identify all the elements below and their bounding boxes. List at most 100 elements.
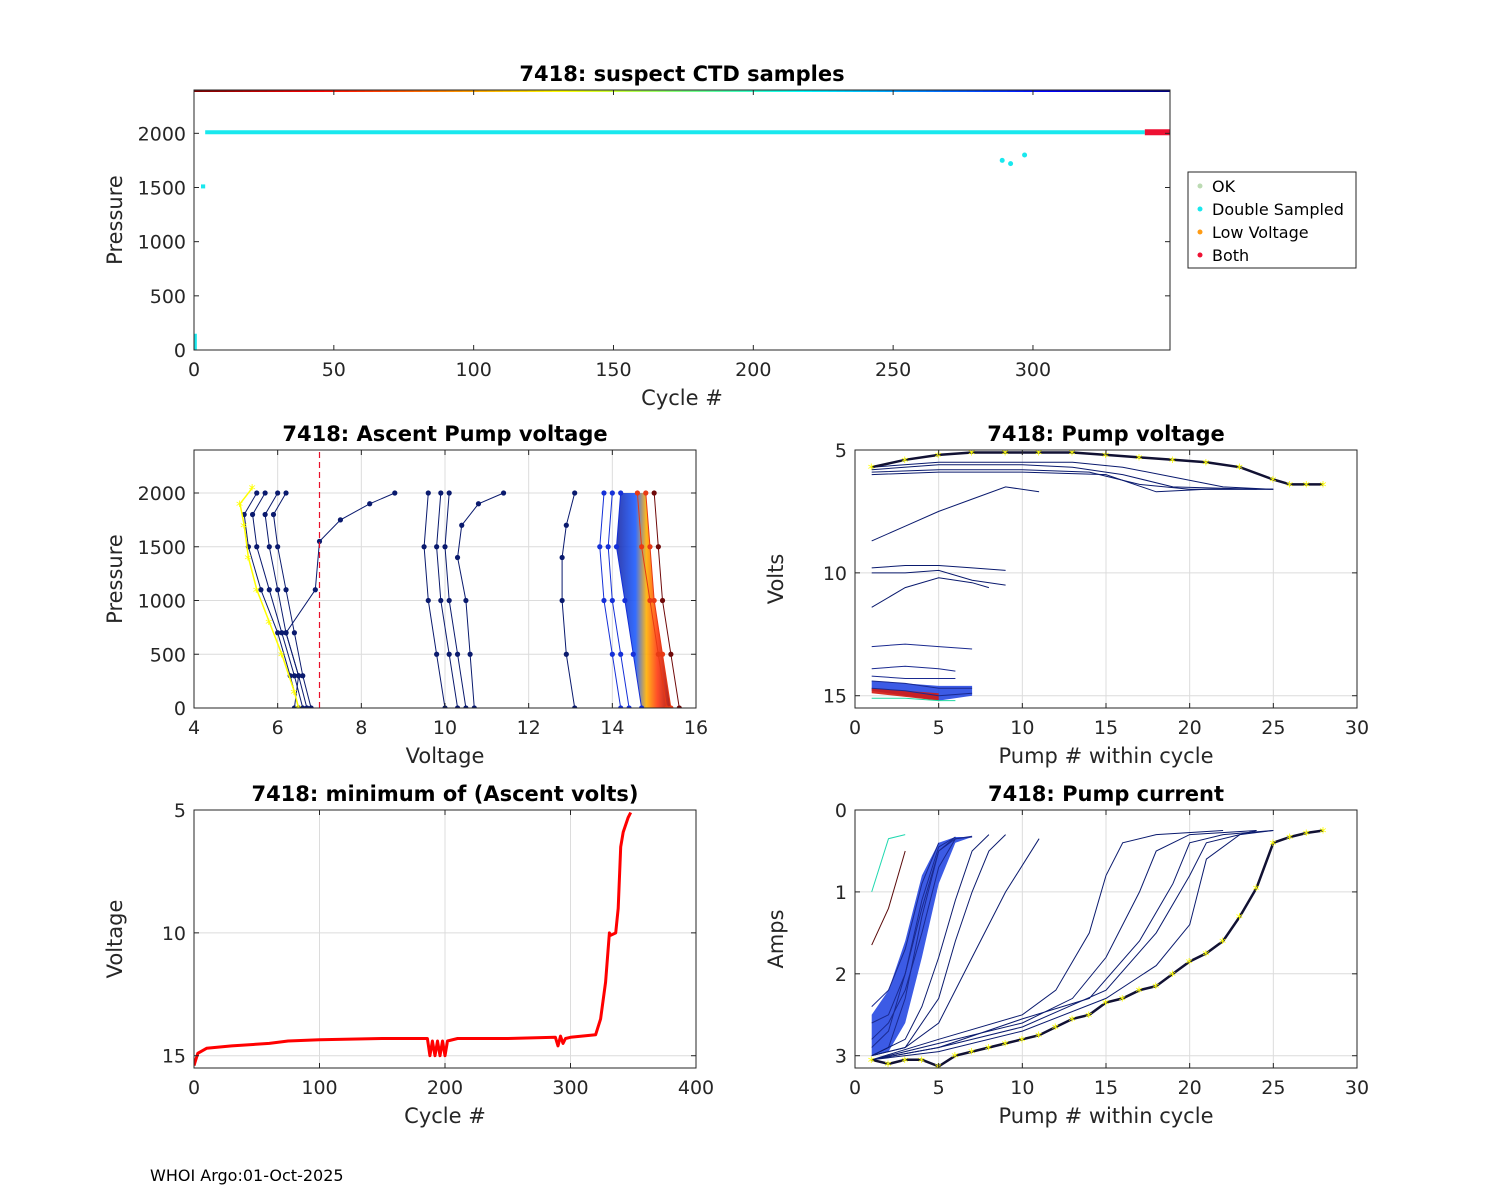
cycle-color-strip-segment [738,90,748,92]
pump-current-line [871,834,906,893]
x-tick-label: 300 [552,1077,588,1099]
ascent-profile-point [291,630,297,636]
ascent-profile-point [446,597,452,604]
cycle-color-strip-segment [275,90,284,92]
high-voltage-band-late [871,688,939,701]
cycle-color-strip-segment [307,90,317,92]
min-voltage-line [194,811,633,1066]
cycle-color-strip-segment [836,90,846,92]
cycle-color-strip-segment [934,90,943,92]
ascent-profile-point [622,597,628,604]
last-cycle-marker: * [1102,997,1109,1013]
y-tick-label: 15 [162,1046,186,1068]
last-cycle-marker: * [901,455,908,471]
chart-title: 7418: Pump current [988,782,1224,806]
y-tick-label: 1000 [138,591,186,613]
cycle-color-strip-segment [543,90,553,92]
cycle-color-strip-segment [1064,90,1073,92]
x-tick-label: 400 [678,1077,714,1099]
ascent-profile-point [463,705,469,708]
cycle-color-strip-segment [690,90,699,92]
cycle-color-strip-segment [730,90,740,92]
y-tick-label: 0 [174,340,186,362]
cycle-color-strip-segment [283,90,293,92]
minv-chart: 0 100 200 300 400 5 10 15 7418: minimum of (Asce… [103,782,714,1128]
x-tick-label: 8 [355,717,367,739]
ascent-profile-point [266,587,272,593]
y-tick-label: 2000 [138,123,186,145]
ascent-profile-point [630,651,636,657]
last-cycle-marker: * [868,1055,875,1071]
y-tick-label: 1000 [138,232,186,254]
x-tick-label: 30 [1345,717,1369,739]
cycle-color-strip-segment [763,90,772,92]
ascent-profile-point [279,630,285,636]
cycle-color-strip-segment [779,90,789,92]
x-tick-label: 6 [272,717,284,739]
legend-marker [1197,229,1203,235]
x-tick-label: 0 [849,717,861,739]
ascent-profile-point [467,651,473,657]
ascent-profile-point [392,490,398,496]
x-tick-label: 4 [188,717,200,739]
pump-voltage-line [871,569,1006,586]
cycle-color-strip-segment [470,90,480,92]
chart-title: 7418: minimum of (Ascent volts) [251,782,638,806]
last-cycle-marker: * [278,649,285,665]
ascent-profile-point [425,490,431,496]
x-tick-label: 200 [427,1077,463,1099]
cycle-color-strip-segment [901,90,911,92]
cycle-color-strip-segment [1072,90,1082,92]
cycle-color-strip-segment [625,90,634,92]
x-tick-label: 20 [1178,717,1202,739]
last-cycle-marker: * [1202,457,1209,473]
y-axis-label: Volts [764,554,788,605]
y-tick-label: 1500 [138,178,186,200]
ascent-profile-point [454,554,461,561]
pumpi-plot-area: * * * * ** * * * * *** ** ** ******** * * * [868,825,1327,1071]
cycle-color-strip-segment [844,90,854,92]
cycle-color-strip-segment [917,90,927,92]
pumpv-chart: * * * * * * * * * * * * * * * * 0 5 10 15 20 25 30 5 10 15 7418: P… [764,422,1369,768]
last-cycle-marker: * [1269,474,1276,490]
ascent-profile-point [425,597,431,604]
cycle-color-strip-segment [299,90,309,92]
ascent-profile-point [643,490,649,496]
cycle-color-strip-segment [893,90,903,92]
cycle-color-strip-segment [909,90,919,92]
cycle-color-strip-segment [1113,90,1122,92]
x-axis-label: Pump # within cycle [999,1104,1214,1128]
cycle-color-strip-segment [372,90,382,92]
ascent-profile-point [563,522,569,528]
cycle-color-strip-segment [519,90,528,92]
plot-background [194,90,1170,350]
ascent-profile-point [283,587,289,593]
cycle-color-strip-segment [1056,90,1065,92]
cycle-color-strip-segment [592,90,602,92]
last-cycle-marker: * [1186,957,1193,973]
double-sampled-point [1008,161,1014,167]
ascent-profile-point [442,544,448,550]
ascent-profile-point [454,705,461,708]
cycle-color-strip-segment [1096,90,1106,92]
last-cycle-marker: * [1069,447,1076,463]
double-sampled-point [1022,152,1028,158]
cycle-color-strip-segment [438,90,447,92]
pump-current-line [871,838,1040,1057]
pump-current-line [871,850,906,946]
pumpi-chart: * * * * ** * * * * *** ** ** ******** * * *0 5 10 15 20 25 30… [764,782,1369,1128]
cycle-color-strip-segment [1121,90,1130,92]
cycle-color-strip-segment [820,90,829,92]
ascent-profile-point [639,544,645,550]
pump-current-line [871,835,973,1040]
cycle-color-strip-segment [771,90,781,92]
cycle-color-strip-segment [429,90,439,92]
x-tick-label: 10 [433,717,457,739]
x-tick-label: 25 [1261,717,1285,739]
ascent-profile-point [312,587,318,593]
legend-entry: Double Sampled [1212,200,1344,219]
cycle-color-strip-segment [194,90,203,92]
x-tick-label: 14 [600,717,624,739]
ascent-profile-point [270,511,277,518]
x-tick-label: 300 [1015,359,1051,381]
